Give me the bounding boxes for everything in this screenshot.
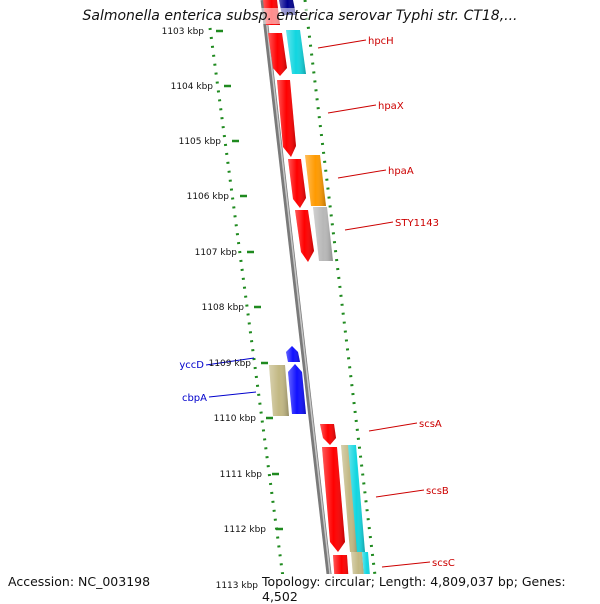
- backbone-highlight: [263, 0, 334, 600]
- tick-label-1105: 1105 kbp: [179, 137, 222, 147]
- gene-block-shade: [320, 424, 336, 445]
- gene-leader-line: [344, 221, 394, 231]
- gene-label-scsb[interactable]: scsB: [426, 486, 449, 497]
- gene-block-shade: [288, 159, 306, 208]
- gene-block-shade: [286, 346, 300, 362]
- genome-stats-text: Topology: circular; Length: 4,809,037 bp…: [262, 574, 600, 604]
- gene-leader-line: [317, 39, 367, 49]
- right-dotted-track: [303, 0, 380, 600]
- gene-block-shade: [277, 80, 296, 157]
- tick-label-1113: 1113 kbp: [216, 581, 259, 591]
- gene-label-hpax[interactable]: hpaX: [378, 101, 404, 112]
- gene-label-scsc[interactable]: scsC: [432, 558, 455, 569]
- tick-label-1104: 1104 kbp: [171, 82, 214, 92]
- left-dotted-track: [208, 27, 288, 600]
- backbone-line: [260, 0, 335, 600]
- gene-label-yccd[interactable]: yccD: [179, 360, 204, 371]
- gene-label-scsa[interactable]: scsA: [419, 419, 442, 430]
- gene-block-shade: [305, 155, 326, 206]
- accession-text: Accession: NC_003198: [8, 574, 151, 589]
- tick-label-1111: 1111 kbp: [220, 470, 263, 480]
- tick-label-1109: 1109 kbp: [209, 359, 252, 369]
- gene-block-shade: [268, 33, 287, 76]
- gene-block-shade: [295, 210, 314, 262]
- tick-label-1106: 1106 kbp: [187, 192, 230, 202]
- gene-leader-line: [208, 391, 257, 398]
- map-title: Salmonella enterica subsp. enterica sero…: [0, 8, 600, 24]
- gene-leader-line: [368, 422, 418, 432]
- gene-block-shade: [348, 445, 365, 552]
- gene-block-shade: [313, 207, 333, 261]
- tick-label-1103: 1103 kbp: [162, 27, 205, 37]
- tick-label-1110: 1110 kbp: [214, 414, 257, 424]
- gene-leader-line: [381, 561, 431, 568]
- gene-leader-line: [327, 104, 377, 114]
- tick-label-1108: 1108 kbp: [202, 303, 245, 313]
- gene-leader-line: [375, 489, 425, 498]
- gene-label-hpaa[interactable]: hpaA: [388, 166, 414, 177]
- gene-label-sty1143[interactable]: STY1143: [395, 218, 439, 229]
- gene-block-shade: [286, 30, 306, 74]
- gene-block-shade: [269, 365, 289, 416]
- gene-leader-line: [337, 169, 387, 179]
- gene-label-cbpa[interactable]: cbpA: [182, 393, 207, 404]
- gene-block-shade: [322, 447, 345, 552]
- gene-block-shade: [341, 445, 358, 552]
- gene-leader-line: [205, 357, 255, 366]
- gene-block-shade: [288, 364, 306, 414]
- tick-label-1112: 1112 kbp: [224, 525, 267, 535]
- tick-label-1107: 1107 kbp: [195, 248, 238, 258]
- gene-label-hpch[interactable]: hpcH: [368, 36, 394, 47]
